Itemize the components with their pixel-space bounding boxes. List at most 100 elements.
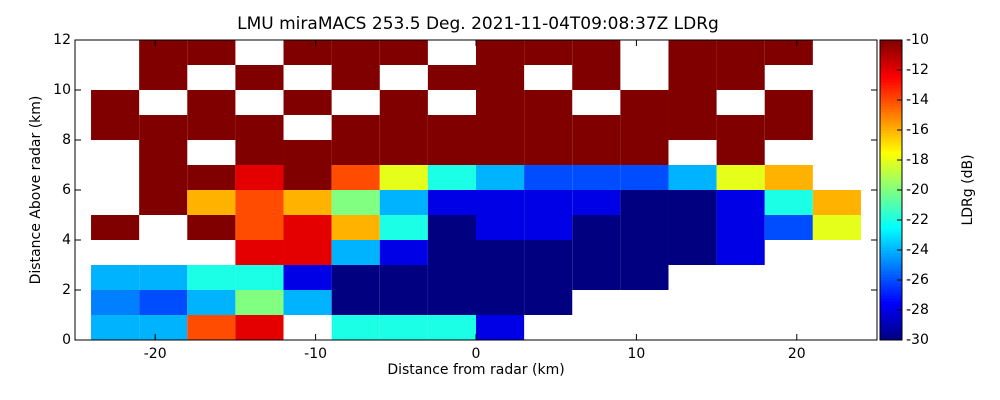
colorbar-segment bbox=[880, 43, 902, 47]
chart-title: LMU miraMACS 253.5 Deg. 2021-11-04T09:08… bbox=[237, 14, 719, 34]
cell bbox=[524, 40, 573, 65]
colorbar-segment bbox=[880, 220, 902, 224]
colorbar-segment bbox=[880, 235, 902, 239]
colorbar-tick-label: -18 bbox=[906, 152, 929, 168]
colorbar-segment bbox=[880, 196, 902, 200]
x-tick-label: 20 bbox=[788, 346, 806, 362]
cell bbox=[524, 115, 573, 140]
cell bbox=[668, 90, 717, 115]
colorbar-segment bbox=[880, 73, 902, 77]
cell bbox=[476, 140, 525, 165]
cell bbox=[235, 315, 284, 340]
colorbar-segment bbox=[880, 241, 902, 245]
cell bbox=[187, 290, 236, 315]
colorbar-segment bbox=[880, 334, 902, 338]
colorbar-segment bbox=[880, 145, 902, 149]
cell bbox=[524, 290, 573, 315]
cell bbox=[187, 165, 236, 190]
cell bbox=[716, 140, 765, 165]
cell bbox=[379, 140, 428, 165]
colorbar-segment bbox=[880, 208, 902, 212]
cell bbox=[331, 40, 380, 65]
colorbar-segment bbox=[880, 160, 902, 164]
colorbar-segment bbox=[880, 229, 902, 233]
cell bbox=[91, 215, 140, 240]
cell bbox=[187, 215, 236, 240]
colorbar-segment bbox=[880, 55, 902, 59]
cell bbox=[427, 290, 476, 315]
x-tick-label: 10 bbox=[627, 346, 645, 362]
cell bbox=[139, 165, 188, 190]
cell bbox=[427, 215, 476, 240]
colorbar-segment bbox=[880, 259, 902, 263]
cell bbox=[139, 40, 188, 65]
cell bbox=[716, 190, 765, 215]
cell bbox=[812, 215, 861, 240]
cell bbox=[620, 90, 669, 115]
y-tick-label: 10 bbox=[53, 82, 71, 98]
cell bbox=[283, 240, 332, 265]
cell bbox=[572, 115, 621, 140]
colorbar-segment bbox=[880, 223, 902, 227]
cell bbox=[524, 215, 573, 240]
colorbar-tick-label: -28 bbox=[906, 302, 929, 318]
colorbar-segment bbox=[880, 304, 902, 308]
cell bbox=[91, 290, 140, 315]
cell bbox=[716, 165, 765, 190]
cell bbox=[235, 140, 284, 165]
cell bbox=[235, 165, 284, 190]
cell bbox=[331, 240, 380, 265]
colorbar-segment bbox=[880, 337, 902, 341]
colorbar-segment bbox=[880, 40, 902, 44]
cell bbox=[620, 115, 669, 140]
colorbar-segment bbox=[880, 46, 902, 50]
colorbar-tick-label: -12 bbox=[906, 62, 929, 78]
cell bbox=[620, 265, 669, 290]
cell bbox=[235, 190, 284, 215]
y-tick-label: 8 bbox=[62, 132, 71, 148]
colorbar-segment bbox=[880, 325, 902, 329]
colorbar-tick-label: -14 bbox=[906, 92, 929, 108]
cell bbox=[668, 240, 717, 265]
cell bbox=[572, 215, 621, 240]
colorbar-segment bbox=[880, 238, 902, 242]
colorbar-segment bbox=[880, 67, 902, 71]
cell bbox=[427, 315, 476, 340]
cell bbox=[572, 65, 621, 90]
y-tick-label: 2 bbox=[62, 282, 71, 298]
colorbar-segment bbox=[880, 115, 902, 119]
colorbar-segment bbox=[880, 310, 902, 314]
colorbar-segment bbox=[880, 328, 902, 332]
colorbar-segment bbox=[880, 85, 902, 89]
cell bbox=[139, 190, 188, 215]
cell bbox=[283, 290, 332, 315]
colorbar-segment bbox=[880, 151, 902, 155]
y-tick-label: 6 bbox=[62, 182, 71, 198]
colorbar-segment bbox=[880, 127, 902, 131]
cell bbox=[476, 290, 525, 315]
colorbar-tick-label: -10 bbox=[906, 32, 929, 48]
cell bbox=[331, 215, 380, 240]
cell bbox=[187, 190, 236, 215]
cell bbox=[283, 265, 332, 290]
colorbar-segment bbox=[880, 193, 902, 197]
colorbar-segment bbox=[880, 232, 902, 236]
colorbar-tick-label: -26 bbox=[906, 272, 929, 288]
cell bbox=[91, 115, 140, 140]
colorbar-segment bbox=[880, 313, 902, 317]
cell bbox=[379, 265, 428, 290]
cell bbox=[379, 190, 428, 215]
cell bbox=[139, 140, 188, 165]
cell bbox=[668, 215, 717, 240]
colorbar-segment bbox=[880, 61, 902, 65]
colorbar-segment bbox=[880, 190, 902, 194]
cell bbox=[620, 190, 669, 215]
colorbar-segment bbox=[880, 124, 902, 128]
cell bbox=[91, 265, 140, 290]
cell bbox=[476, 315, 525, 340]
colorbar-segment bbox=[880, 82, 902, 86]
cell bbox=[235, 115, 284, 140]
cell bbox=[283, 215, 332, 240]
colorbar-segment bbox=[880, 103, 902, 107]
